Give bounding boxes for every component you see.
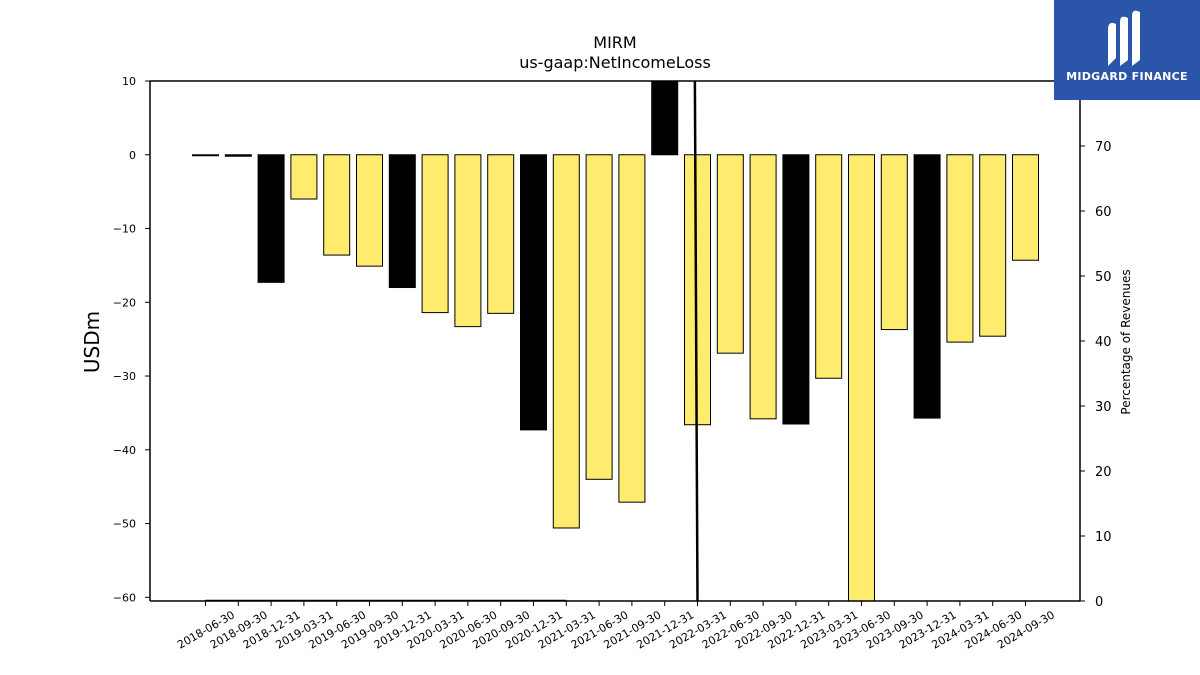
- y2-tick-label: 40: [1095, 335, 1112, 350]
- y-tick-label: 10: [122, 75, 136, 88]
- y-tick-label: −20: [113, 296, 136, 309]
- bar: [388, 154, 416, 289]
- y2-tick-label: 60: [1095, 205, 1112, 220]
- midgard-finance-logo: MIDGARD FINANCE: [1054, 0, 1200, 100]
- bar: [979, 154, 1007, 337]
- bar: [323, 154, 351, 256]
- y-tick-label: −30: [113, 370, 136, 383]
- y2-tick-label: 20: [1095, 465, 1112, 480]
- bar: [552, 154, 580, 529]
- bar: [913, 154, 941, 419]
- bar: [224, 154, 252, 157]
- bar: [749, 154, 777, 420]
- bar: [487, 154, 515, 314]
- logo-text: MIDGARD FINANCE: [1066, 70, 1188, 83]
- y2-axis-label: Percentage of Revenues: [1119, 269, 1133, 414]
- midgard-logo-icon: [1108, 10, 1140, 67]
- y-tick-label: −40: [113, 444, 136, 457]
- y-tick-label: −60: [113, 591, 136, 604]
- bar: [421, 154, 449, 314]
- bar: [356, 154, 383, 267]
- bar: [454, 154, 482, 328]
- chart-subtitle: us-gaap:NetIncomeLoss: [519, 53, 711, 72]
- y2-tick-label: 0: [1095, 595, 1103, 610]
- bar: [618, 154, 646, 503]
- chart-title: MIRM: [593, 33, 636, 52]
- bar: [946, 154, 974, 343]
- bar: [651, 80, 679, 156]
- bar: [1012, 154, 1039, 261]
- bars-group: [192, 80, 1039, 602]
- y2-tick-label: 30: [1095, 400, 1112, 415]
- bar: [880, 154, 908, 331]
- y2-tick-label: 50: [1095, 270, 1112, 285]
- bar: [192, 154, 219, 157]
- bar: [815, 154, 843, 379]
- y-tick-label: −10: [113, 223, 136, 236]
- y-axis-label: USDm: [80, 311, 104, 373]
- bar: [257, 154, 285, 283]
- y-tick-label: 0: [129, 149, 136, 162]
- bar: [520, 154, 547, 431]
- y2-tick-label: 10: [1095, 530, 1112, 545]
- bar: [782, 154, 810, 425]
- y-tick-label: −50: [113, 518, 136, 531]
- bar: [585, 154, 613, 480]
- bar: [848, 154, 875, 602]
- bar: [716, 154, 744, 354]
- y2-tick-label: 70: [1095, 140, 1112, 155]
- bar: [290, 154, 318, 200]
